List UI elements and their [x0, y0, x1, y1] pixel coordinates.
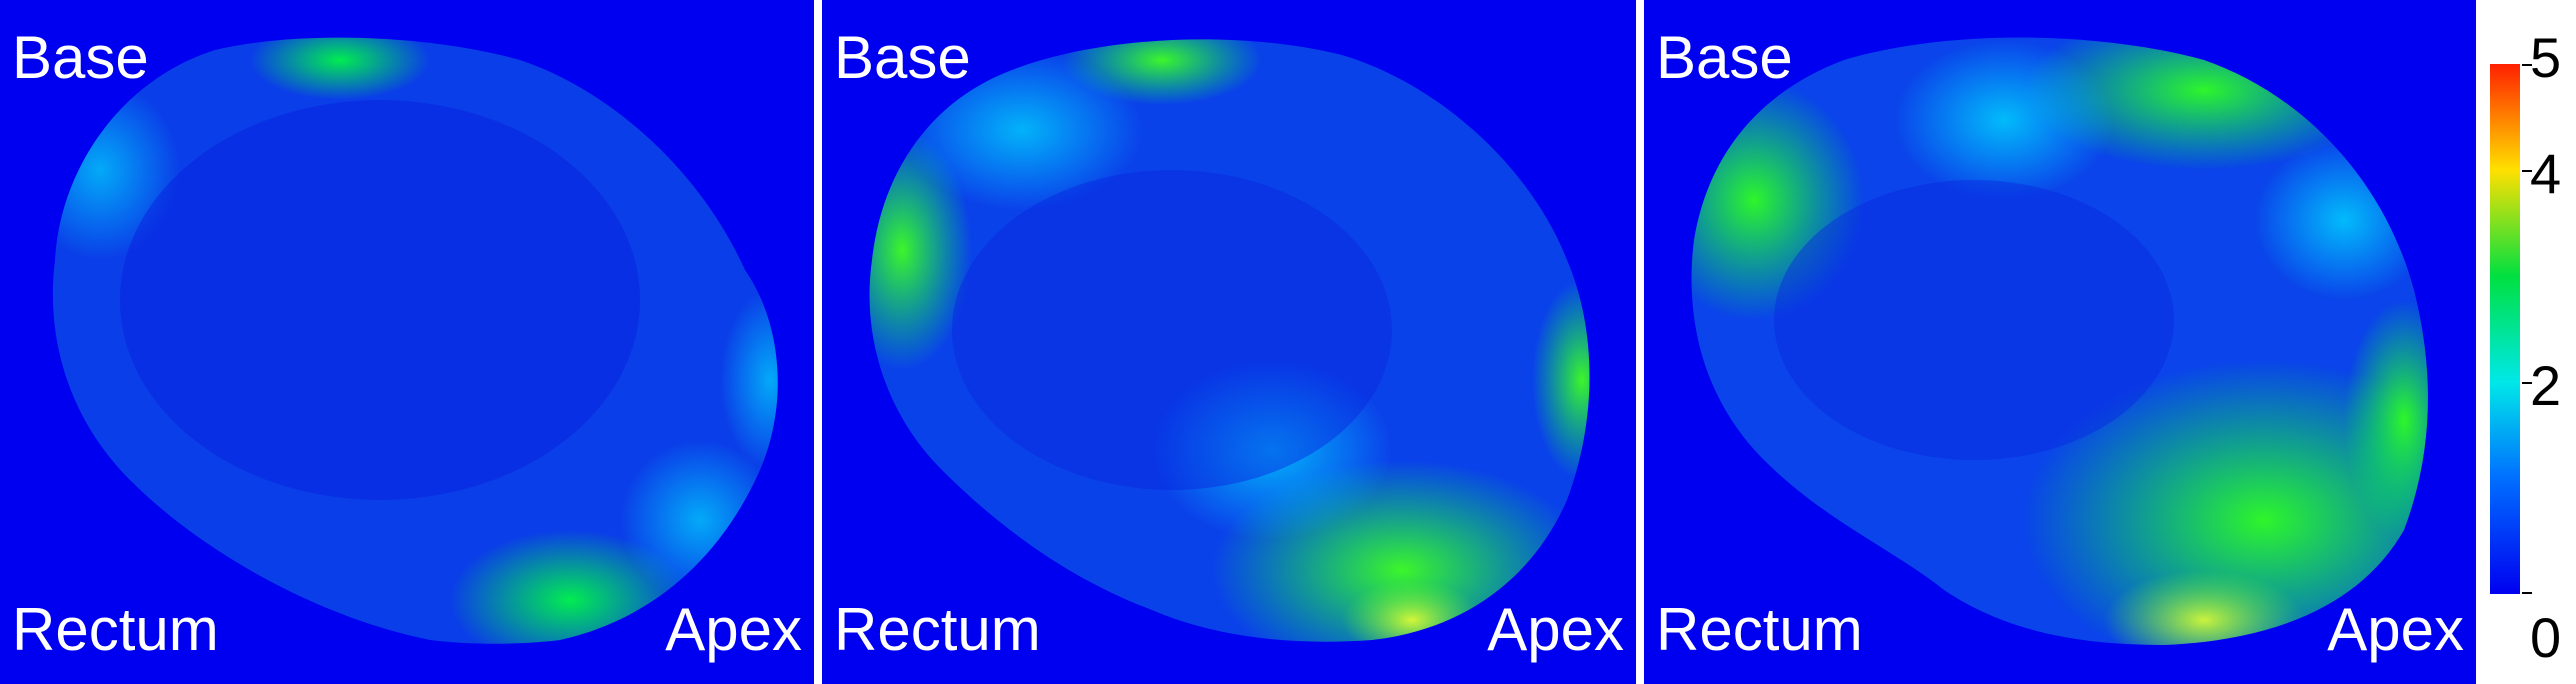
- apex-label: Apex: [665, 600, 802, 660]
- colorbar-label-5: 5: [2530, 30, 2561, 86]
- rectum-label: Rectum: [1656, 600, 1863, 660]
- prostate-map-2: [822, 0, 1636, 684]
- apex-label: Apex: [1487, 600, 1624, 660]
- heatmap-panel-1: Base Rectum Apex: [0, 0, 814, 684]
- colorbar-tick-0: [2522, 592, 2532, 594]
- rectum-label: Rectum: [12, 600, 219, 660]
- colorbar: 5 4 2 0: [2488, 0, 2576, 684]
- heatmap-panel-3: Base Rectum Apex: [1644, 0, 2476, 684]
- prostate-map-1: [0, 0, 814, 684]
- colorbar-label-4: 4: [2530, 146, 2561, 202]
- rectum-label: Rectum: [834, 600, 1041, 660]
- base-label: Base: [1656, 28, 1793, 88]
- heatmap-panel-2: Base Rectum Apex: [822, 0, 1636, 684]
- apex-label: Apex: [2327, 600, 2464, 660]
- colorbar-gradient: [2490, 64, 2520, 594]
- colorbar-label-2: 2: [2530, 358, 2561, 414]
- base-label: Base: [834, 28, 971, 88]
- colorbar-label-0: 0: [2530, 610, 2561, 666]
- base-label: Base: [12, 28, 149, 88]
- prostate-map-3: [1644, 0, 2476, 684]
